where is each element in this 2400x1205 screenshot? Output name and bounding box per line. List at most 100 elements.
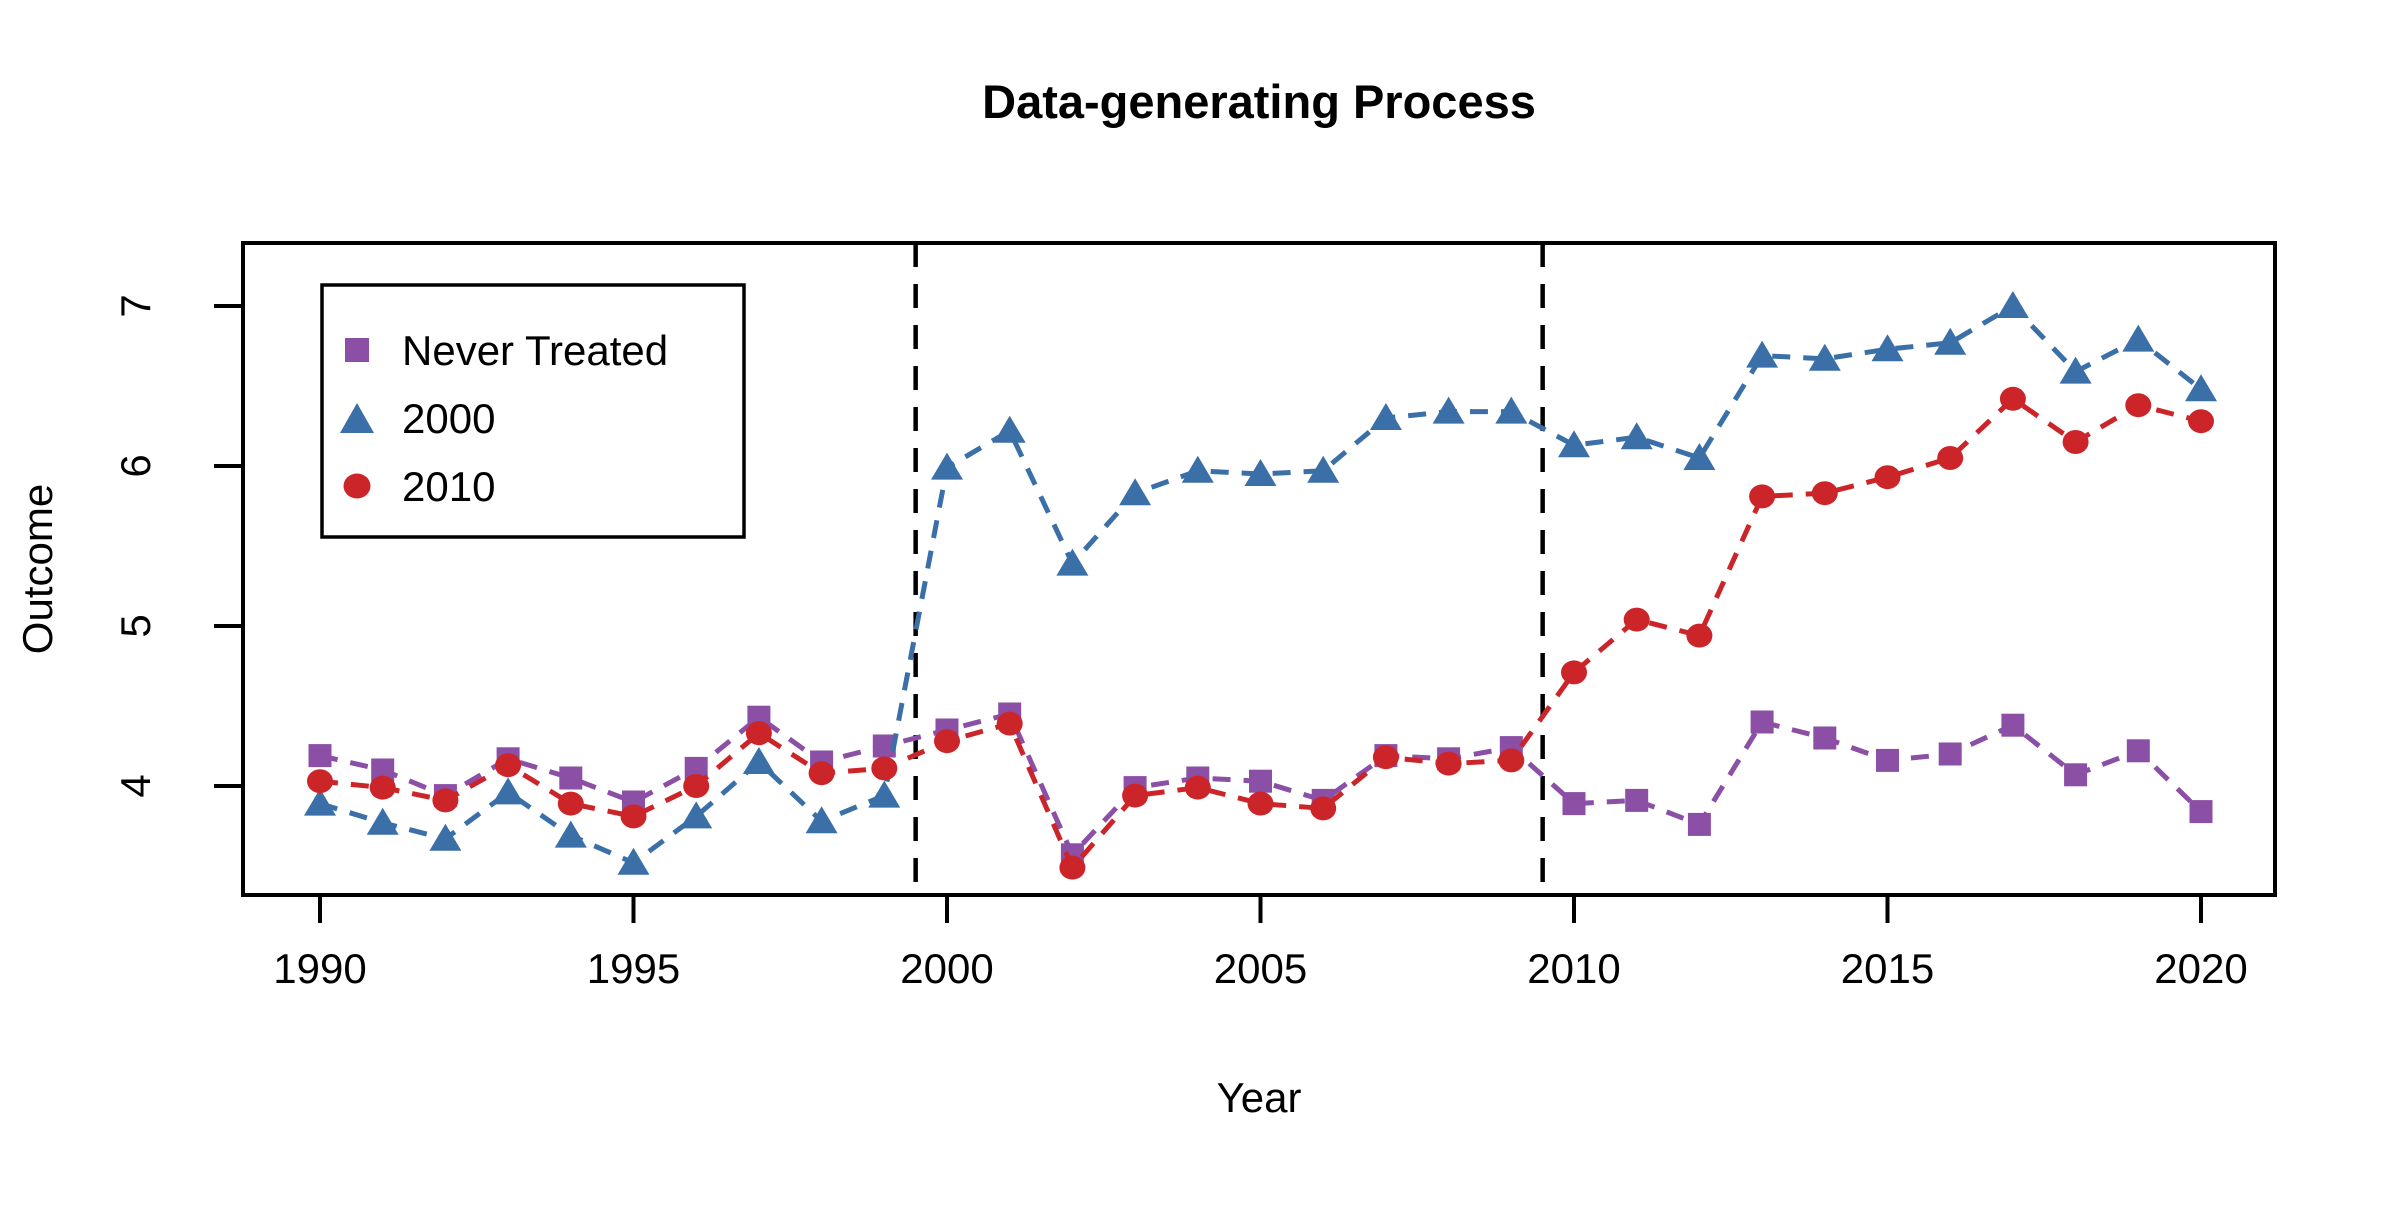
- x-tick-label: 1990: [273, 945, 366, 992]
- point-2010-2019: [2125, 393, 2152, 418]
- point-2010-2001: [996, 711, 1023, 736]
- point-2000-2008: [1432, 396, 1465, 424]
- x-tick-label: 2015: [1841, 945, 1934, 992]
- point-2000-2011: [1620, 422, 1653, 450]
- point-2000-2018: [2059, 356, 2092, 384]
- point-2000-2005: [1244, 459, 1277, 486]
- x-tick-label: 2005: [1214, 945, 1307, 992]
- point-2000-1993: [492, 777, 525, 805]
- point-2000-2003: [1119, 478, 1152, 506]
- point-2000-2019: [2122, 324, 2155, 352]
- point-2000-2010: [1558, 430, 1590, 458]
- y-axis-label: Outcome: [14, 484, 61, 654]
- point-2010-2004: [1184, 775, 1211, 800]
- point-2010-2018: [2062, 430, 2089, 454]
- point-2000-2020: [2185, 374, 2217, 402]
- point-2010-1999: [871, 756, 898, 781]
- point-2010-2014: [1811, 481, 1838, 506]
- point-2010-2005: [1247, 791, 1274, 816]
- point-2000-1997: [742, 747, 775, 774]
- point-2000-1998: [805, 806, 838, 834]
- point-never-treated-1994: [559, 766, 583, 790]
- point-2010-2011: [1623, 607, 1650, 632]
- point-never-treated-2017: [2001, 713, 2025, 737]
- chart-title: Data-generating Process: [982, 75, 1536, 128]
- point-2000-1996: [680, 801, 713, 829]
- point-2000-2004: [1181, 455, 1214, 483]
- legend-label: 2010: [402, 463, 495, 510]
- point-2000-2000: [931, 452, 963, 480]
- point-2000-1990: [304, 788, 336, 816]
- treatment-vlines: [913, 243, 1545, 895]
- data-series: [304, 291, 2217, 880]
- point-2000-2006: [1307, 455, 1340, 483]
- legend: Never Treated 2000 2010: [320, 283, 746, 539]
- point-2000-2016: [1934, 327, 1967, 355]
- legend-item-2000: 2000: [340, 395, 495, 442]
- point-never-treated-2016: [1938, 742, 1962, 766]
- point-2000-2012: [1683, 443, 1716, 470]
- point-never-treated-1996: [684, 756, 708, 780]
- point-2010-1995: [620, 804, 647, 829]
- circle-marker-icon: [343, 473, 371, 499]
- point-never-treated-2020: [2189, 800, 2213, 824]
- point-never-treated-2010: [1562, 792, 1586, 816]
- point-2000-2001: [993, 415, 1026, 443]
- point-never-treated-2012: [1687, 812, 1711, 836]
- point-2010-2008: [1435, 751, 1462, 776]
- square-marker-icon: [345, 338, 369, 362]
- point-2010-2007: [1372, 745, 1399, 770]
- legend-box: [320, 283, 746, 539]
- point-2000-2009: [1495, 396, 1528, 424]
- point-2000-1991: [366, 807, 399, 835]
- y-tick-label: 5: [112, 614, 159, 637]
- point-never-treated-1990: [308, 744, 332, 768]
- point-2010-2016: [1937, 446, 1964, 470]
- point-never-treated-1991: [371, 758, 395, 782]
- point-2010-2017: [1999, 386, 2026, 411]
- x-tick-label: 2010: [1527, 945, 1620, 992]
- point-never-treated-2011: [1625, 788, 1649, 812]
- point-never-treated-2013: [1750, 710, 1774, 734]
- point-2000-1995: [617, 847, 650, 875]
- point-2000-1994: [554, 820, 587, 848]
- point-never-treated-2018: [2064, 763, 2088, 787]
- point-2000-2014: [1808, 343, 1841, 371]
- point-never-treated-1999: [872, 734, 896, 758]
- triangle-marker-icon: [340, 403, 374, 433]
- point-2010-1994: [557, 791, 584, 816]
- y-tick-label: 4: [112, 774, 159, 797]
- point-2000-2007: [1369, 403, 1402, 430]
- legend-label: 2000: [402, 395, 495, 442]
- point-2010-2012: [1686, 623, 1713, 648]
- point-never-treated-2014: [1813, 726, 1837, 750]
- y-tick-label: 6: [112, 454, 159, 477]
- x-axis-label: Year: [1217, 1074, 1302, 1121]
- point-never-treated-2015: [1876, 748, 1899, 772]
- x-tick-label: 1995: [587, 945, 680, 992]
- point-2010-1998: [808, 761, 835, 786]
- point-2010-2015: [1874, 465, 1901, 490]
- x-tick-label: 2000: [900, 945, 993, 992]
- point-2000-1992: [429, 823, 462, 851]
- y-tick-label: 7: [112, 294, 159, 317]
- legend-item-2010: 2010: [343, 463, 495, 510]
- point-2010-2013: [1749, 484, 1776, 509]
- point-2010-2002: [1059, 855, 1086, 880]
- legend-item-never-treated: Never Treated: [345, 327, 668, 374]
- point-2000-2015: [1871, 334, 1904, 362]
- point-2010-1996: [683, 774, 710, 798]
- axis-ticks: 1990 1995 2000 2005 2010 2015 2020 4 5 6 7: [112, 294, 2248, 992]
- point-never-treated-2005: [1249, 769, 1272, 793]
- point-2010-1997: [745, 721, 772, 746]
- point-2010-1993: [495, 753, 522, 778]
- point-2000-1999: [868, 780, 901, 808]
- point-2010-2003: [1122, 783, 1149, 808]
- point-2010-1990: [307, 769, 333, 794]
- point-2010-2010: [1561, 660, 1587, 685]
- point-2010-2020: [2188, 409, 2214, 434]
- x-tick-label: 2020: [2154, 945, 2247, 992]
- point-2000-2002: [1056, 548, 1089, 576]
